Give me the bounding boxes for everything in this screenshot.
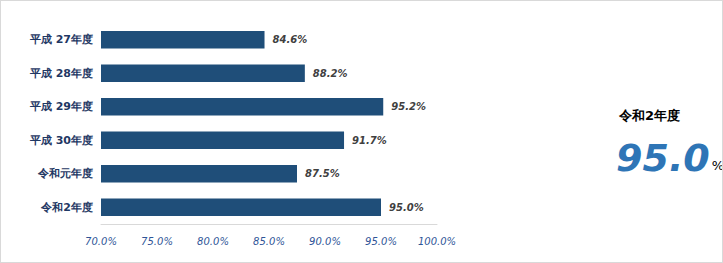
svg-text:88.2%: 88.2% [313, 68, 348, 79]
svg-text:100.0%: 100.0% [418, 236, 456, 247]
svg-text:90.0%: 90.0% [309, 236, 341, 247]
svg-text:令和元年度: 令和元年度 [37, 167, 93, 180]
svg-text:%: % [712, 158, 722, 173]
svg-text:平成 29年度: 平成 29年度 [29, 100, 93, 113]
svg-text:75.0%: 75.0% [141, 236, 173, 247]
svg-text:91.7%: 91.7% [352, 135, 387, 146]
svg-text:87.5%: 87.5% [305, 168, 340, 179]
svg-text:95.2%: 95.2% [391, 101, 426, 112]
svg-text:95.0: 95.0 [616, 136, 710, 180]
svg-text:令和2年度: 令和2年度 [618, 108, 680, 123]
svg-text:95.0%: 95.0% [389, 202, 424, 213]
svg-text:令和2年度: 令和2年度 [40, 201, 93, 214]
svg-text:平成 28年度: 平成 28年度 [29, 67, 93, 80]
svg-text:80.0%: 80.0% [197, 236, 229, 247]
svg-text:70.0%: 70.0% [85, 236, 117, 247]
svg-text:85.0%: 85.0% [253, 236, 285, 247]
svg-text:84.6%: 84.6% [273, 34, 308, 45]
svg-text:平成 27年度: 平成 27年度 [29, 33, 93, 46]
svg-text:95.0%: 95.0% [365, 236, 397, 247]
svg-text:平成 30年度: 平成 30年度 [29, 134, 93, 147]
